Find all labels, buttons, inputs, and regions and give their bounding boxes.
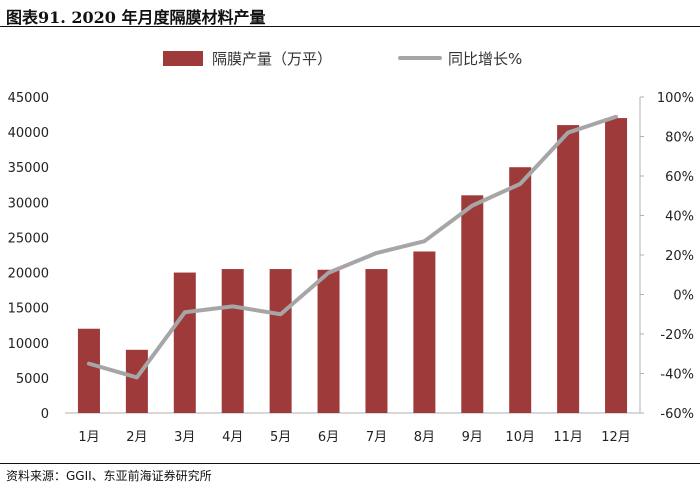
legend-label-line: 同比增长% <box>448 50 522 68</box>
x-axis-tick-label: 8月 <box>414 430 435 445</box>
x-axis-tick-label: 11月 <box>553 430 583 445</box>
growth-point <box>471 205 473 207</box>
legend-swatch-bar <box>163 51 203 66</box>
growth-point <box>615 116 617 118</box>
growth-point <box>184 311 186 313</box>
bar <box>413 251 436 413</box>
bar <box>365 269 388 413</box>
x-axis-tick-label: 5月 <box>270 430 291 445</box>
right-axis-tick-label: 60% <box>665 170 694 185</box>
left-axis-tick-label: 40000 <box>8 126 49 141</box>
growth-point <box>423 240 425 242</box>
x-axis-tick-label: 9月 <box>462 430 483 445</box>
growth-point <box>136 376 138 378</box>
right-axis-tick-label: 0% <box>673 289 694 304</box>
right-axis-tick-label: 100% <box>657 91 694 106</box>
x-axis-tick-label: 10月 <box>505 430 535 445</box>
growth-point <box>567 132 569 134</box>
x-axis-tick-label: 3月 <box>174 430 195 445</box>
bar <box>269 269 292 413</box>
growth-line <box>86 114 619 380</box>
x-axis-tick-label: 6月 <box>318 430 339 445</box>
left-axis-tick-label: 5000 <box>16 372 49 387</box>
right-axis-tick-label: -60% <box>660 407 694 422</box>
left-axis-tick-label: 30000 <box>8 196 49 211</box>
right-axis-tick-label: 80% <box>665 131 694 146</box>
left-axis-tick-label: 35000 <box>8 161 49 176</box>
x-axis-tick-label: 12月 <box>601 430 631 445</box>
left-axis-tick-label: 45000 <box>8 91 49 106</box>
chart-title: 图表91. 2020 年月度隔膜材料产量 <box>6 8 266 27</box>
bar <box>173 272 196 413</box>
title-divider <box>0 26 700 27</box>
right-axis-tick-label: 40% <box>665 210 694 225</box>
left-axis-tick-label: 20000 <box>8 267 49 282</box>
source-note: 资料来源：GGII、东亚前海证券研究所 <box>6 469 212 483</box>
bar <box>221 269 244 413</box>
bar <box>557 125 580 413</box>
growth-point <box>232 305 234 307</box>
right-axis-tick-label: -40% <box>660 368 694 383</box>
legend-label-bar: 隔膜产量（万平） <box>212 50 332 68</box>
left-axis-tick-label: 10000 <box>8 337 49 352</box>
footer-divider <box>0 463 700 464</box>
growth-point <box>88 363 90 365</box>
growth-point <box>519 183 521 185</box>
x-axis-tick-label: 2月 <box>126 430 147 445</box>
growth-point <box>280 313 282 315</box>
left-axis-tick-label: 25000 <box>8 231 49 246</box>
growth-point <box>328 272 330 274</box>
growth-point <box>375 252 377 254</box>
bar <box>461 195 484 413</box>
bar <box>125 349 148 413</box>
x-axis-tick-label: 1月 <box>78 430 99 445</box>
bar <box>77 328 100 413</box>
bar <box>605 118 628 414</box>
left-axis-tick-label: 0 <box>41 407 49 422</box>
x-axis-tick-label: 7月 <box>366 430 387 445</box>
right-axis-tick-label: 20% <box>665 249 694 264</box>
left-axis-tick-label: 15000 <box>8 302 49 317</box>
right-axis-tick-label: -20% <box>660 328 694 343</box>
bar <box>317 269 340 413</box>
x-axis-tick-label: 4月 <box>222 430 243 445</box>
bar <box>509 167 532 413</box>
